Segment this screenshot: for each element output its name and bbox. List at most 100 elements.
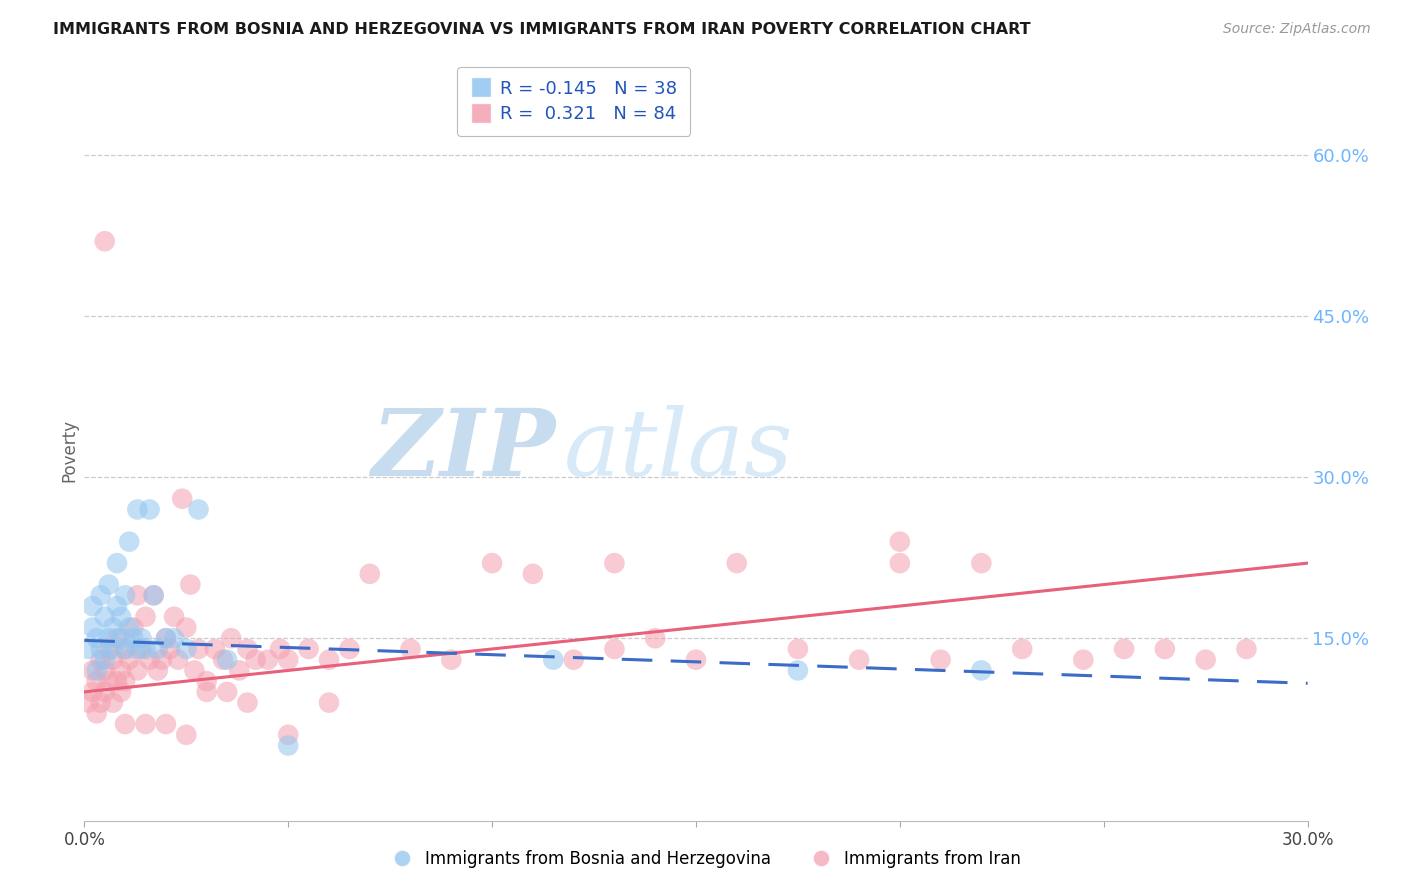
Point [110, 632, 132, 646]
Point [318, 653, 340, 667]
Point [101, 642, 124, 657]
Point [135, 717, 157, 731]
Point [142, 588, 165, 602]
Point [82, 685, 104, 699]
Point [179, 577, 201, 591]
Text: atlas: atlas [564, 406, 793, 495]
Point [543, 653, 565, 667]
Point [562, 653, 585, 667]
Point [163, 632, 186, 646]
Point [1195, 653, 1218, 667]
Point [77, 696, 100, 710]
Point [889, 534, 911, 549]
Point [135, 609, 157, 624]
Point [787, 642, 810, 657]
Point [135, 642, 157, 657]
Point [155, 632, 177, 646]
Text: ZIP: ZIP [371, 406, 555, 495]
Point [889, 556, 911, 570]
Point [138, 502, 160, 516]
Point [118, 620, 141, 634]
Point [127, 502, 149, 516]
Point [257, 653, 280, 667]
Point [93, 685, 115, 699]
Point [174, 728, 197, 742]
Point [217, 685, 239, 699]
Point [146, 642, 169, 657]
Point [644, 632, 666, 646]
Point [339, 642, 361, 657]
Point [127, 664, 149, 678]
Point [114, 674, 136, 689]
Point [236, 696, 259, 710]
Point [163, 609, 186, 624]
Point [269, 642, 291, 657]
Point [138, 653, 160, 667]
Point [110, 685, 132, 699]
Point [155, 717, 177, 731]
Point [93, 664, 115, 678]
Point [110, 664, 132, 678]
Point [131, 642, 153, 657]
Point [86, 706, 108, 721]
Point [97, 632, 120, 646]
Point [105, 556, 128, 570]
Point [101, 696, 124, 710]
Point [970, 664, 993, 678]
Point [298, 642, 321, 657]
Point [522, 566, 544, 581]
Point [77, 642, 100, 657]
Point [122, 632, 145, 646]
Point [90, 588, 112, 602]
Point [277, 653, 299, 667]
Point [82, 664, 104, 678]
Point [114, 642, 136, 657]
Point [127, 588, 149, 602]
Point [174, 620, 197, 634]
Point [848, 653, 870, 667]
Text: IMMIGRANTS FROM BOSNIA AND HERZEGOVINA VS IMMIGRANTS FROM IRAN POVERTY CORRELATI: IMMIGRANTS FROM BOSNIA AND HERZEGOVINA V… [53, 22, 1031, 37]
Point [146, 664, 169, 678]
Point [82, 620, 104, 634]
Point [97, 642, 120, 657]
Point [359, 566, 381, 581]
Point [481, 556, 503, 570]
Point [277, 739, 299, 753]
Point [195, 674, 218, 689]
Point [187, 642, 209, 657]
Point [114, 588, 136, 602]
Point [603, 642, 626, 657]
Point [114, 642, 136, 657]
Y-axis label: Poverty: Poverty [60, 419, 79, 482]
Point [90, 653, 112, 667]
Point [105, 674, 128, 689]
Point [187, 502, 209, 516]
Point [217, 653, 239, 667]
Point [118, 653, 141, 667]
Point [399, 642, 422, 657]
Point [725, 556, 748, 570]
Point [1154, 642, 1177, 657]
Point [150, 653, 173, 667]
Point [195, 685, 218, 699]
Point [440, 653, 463, 667]
Point [1011, 642, 1033, 657]
Point [142, 588, 165, 602]
Point [118, 534, 141, 549]
Point [787, 664, 810, 678]
Text: Source: ZipAtlas.com: Source: ZipAtlas.com [1223, 22, 1371, 37]
Point [183, 664, 205, 678]
Point [82, 599, 104, 613]
Point [90, 642, 112, 657]
Legend: Immigrants from Bosnia and Herzegovina, Immigrants from Iran: Immigrants from Bosnia and Herzegovina, … [378, 844, 1028, 875]
Point [204, 642, 226, 657]
Point [236, 642, 259, 657]
Point [86, 674, 108, 689]
Point [114, 717, 136, 731]
Point [219, 632, 242, 646]
Point [318, 696, 340, 710]
Point [101, 653, 124, 667]
Point [86, 664, 108, 678]
Point [159, 642, 181, 657]
Point [172, 491, 194, 506]
